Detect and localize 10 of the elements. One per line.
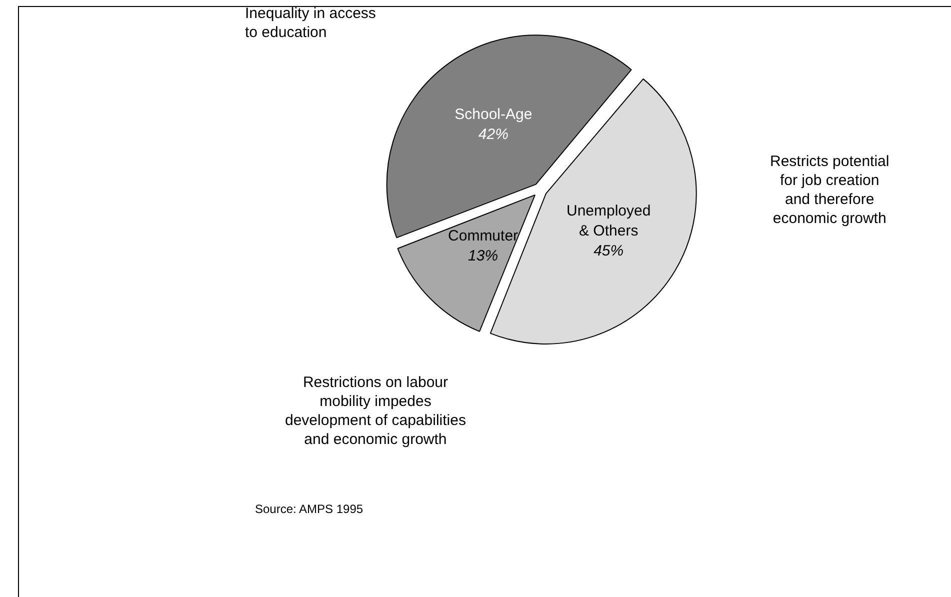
- slice-label: School-Age: [454, 106, 532, 124]
- source-note: Source: AMPS 1995: [255, 501, 364, 518]
- slice-label: Commuter: [448, 227, 518, 244]
- text: Restricts potential for job creation and therefore economic growth: [770, 152, 890, 228]
- text: Inequality in access to education: [245, 4, 376, 42]
- text: Restrictions on labour mobility impedes development of capabilities and economic growth: [285, 373, 466, 449]
- data-label: 13%: [468, 247, 498, 264]
- slice-label: Unemployed & Others: [566, 202, 651, 240]
- data-label: 42%: [478, 126, 508, 144]
- data-label: 45%: [594, 242, 624, 260]
